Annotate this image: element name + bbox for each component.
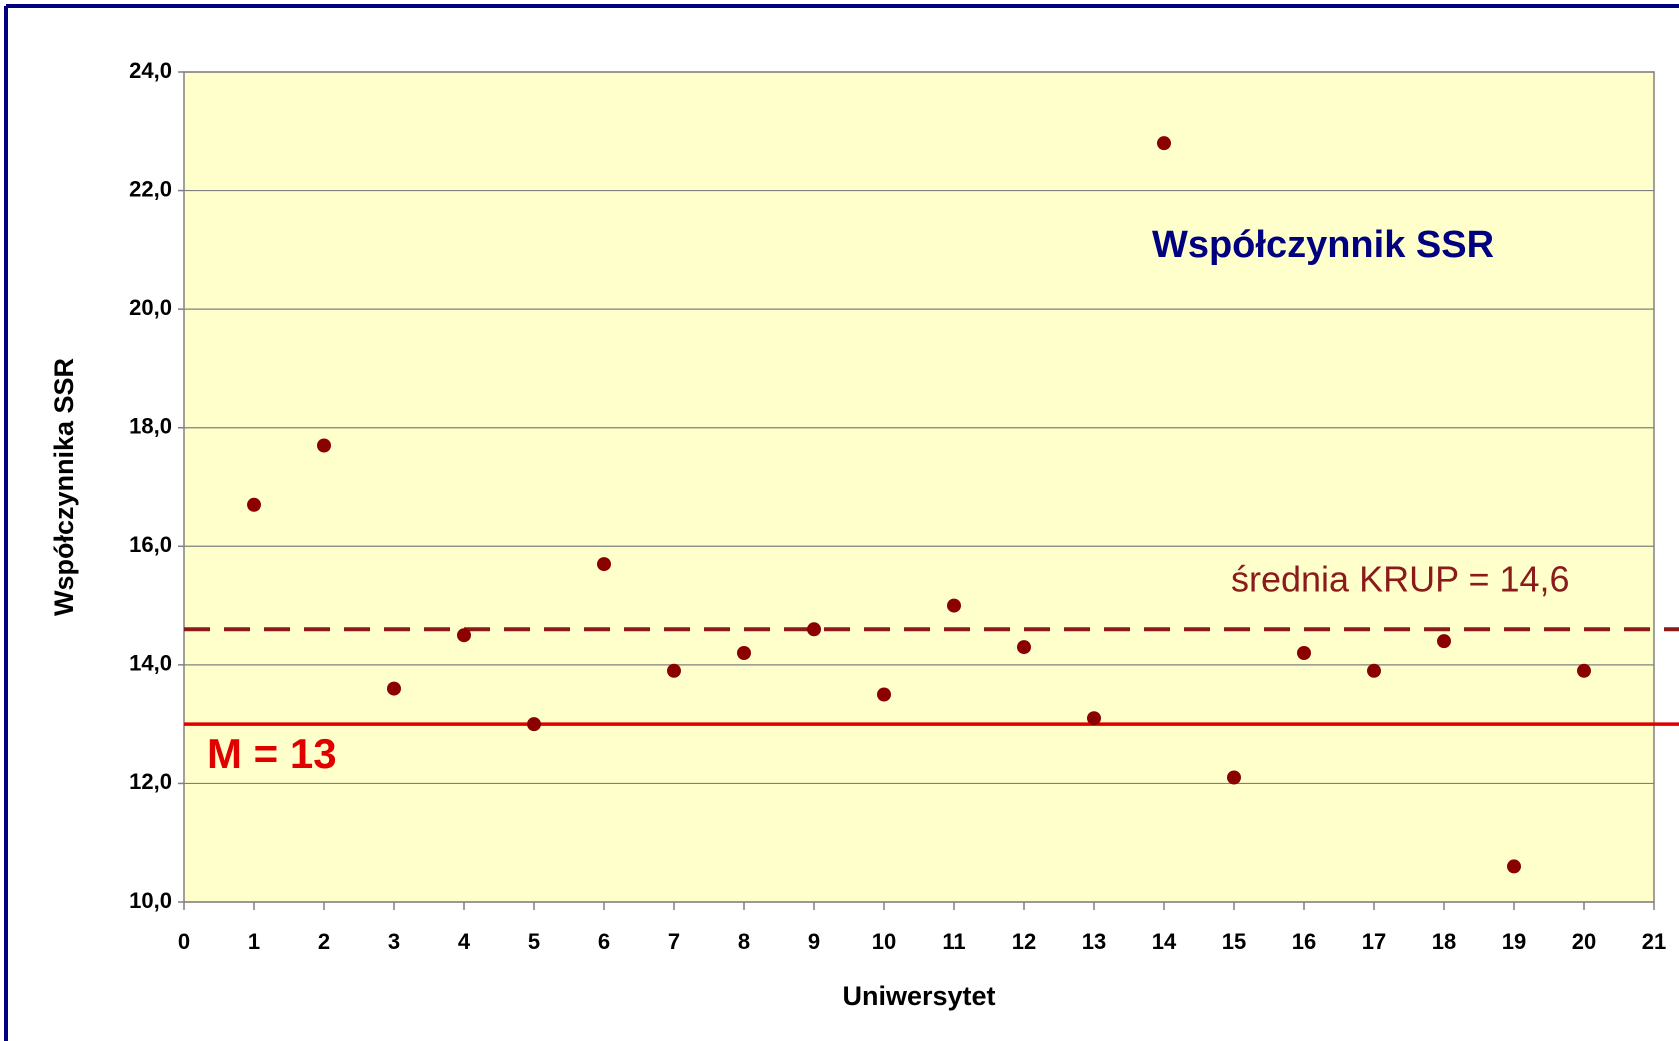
point <box>1227 770 1241 785</box>
plot-area <box>183 71 1655 903</box>
x-tick-label: 2 <box>318 929 330 954</box>
x-tick-label: 12 <box>1012 929 1036 954</box>
x-tick-label: 15 <box>1222 929 1246 954</box>
x-tick-label: 6 <box>598 929 610 954</box>
point <box>527 717 541 732</box>
x-tick-label: 3 <box>388 929 400 954</box>
point <box>457 628 471 643</box>
x-tick-label: 21 <box>1642 929 1666 954</box>
x-tick-label: 13 <box>1082 929 1106 954</box>
y-tick-label: 20,0 <box>129 295 172 320</box>
x-tick-label: 4 <box>458 929 471 954</box>
point <box>1367 663 1381 678</box>
x-tick-label: 20 <box>1572 929 1596 954</box>
point <box>1157 136 1171 151</box>
x-tick-label: 10 <box>872 929 896 954</box>
y-tick-label: 22,0 <box>129 176 172 201</box>
x-tick-label: 8 <box>738 929 750 954</box>
point <box>1437 634 1451 649</box>
x-axis-label: Uniwersytet <box>842 981 995 1011</box>
point <box>737 646 751 660</box>
y-axis-label: Współczynnika SSR <box>49 358 79 616</box>
x-tick-label: 19 <box>1502 929 1526 954</box>
x-tick-label: 14 <box>1152 929 1177 954</box>
x-tick-label: 9 <box>808 929 820 954</box>
y-tick-label: 24,0 <box>129 58 172 83</box>
x-tick-label: 5 <box>528 929 540 954</box>
point <box>597 557 611 572</box>
x-tick-label: 11 <box>942 929 965 954</box>
point <box>387 681 401 696</box>
y-tick-label: 14,0 <box>129 651 172 676</box>
x-tick-label: 1 <box>248 929 260 954</box>
point <box>1297 646 1311 660</box>
y-tick-label: 10,0 <box>129 888 172 913</box>
reference-label: M = 13 <box>207 730 337 777</box>
reference-label: średnia KRUP = 14,6 <box>1231 559 1570 600</box>
y-tick-label: 16,0 <box>129 532 172 557</box>
point <box>877 687 891 702</box>
point <box>947 598 961 613</box>
x-tick-label: 16 <box>1292 929 1316 954</box>
point <box>667 663 681 678</box>
x-tick-label: 0 <box>178 929 190 954</box>
point <box>317 438 331 453</box>
point <box>247 497 261 512</box>
y-tick-label: 12,0 <box>129 769 172 794</box>
point <box>1017 640 1031 655</box>
chart-title: Współczynnik SSR <box>1152 224 1494 266</box>
y-tick-label: 18,0 <box>129 414 172 439</box>
x-tick-label: 17 <box>1362 929 1386 954</box>
point <box>1507 859 1521 874</box>
point <box>807 622 821 637</box>
x-tick-label: 18 <box>1432 929 1456 954</box>
point <box>1577 663 1591 678</box>
x-tick-label: 7 <box>668 929 680 954</box>
point <box>1087 711 1101 726</box>
